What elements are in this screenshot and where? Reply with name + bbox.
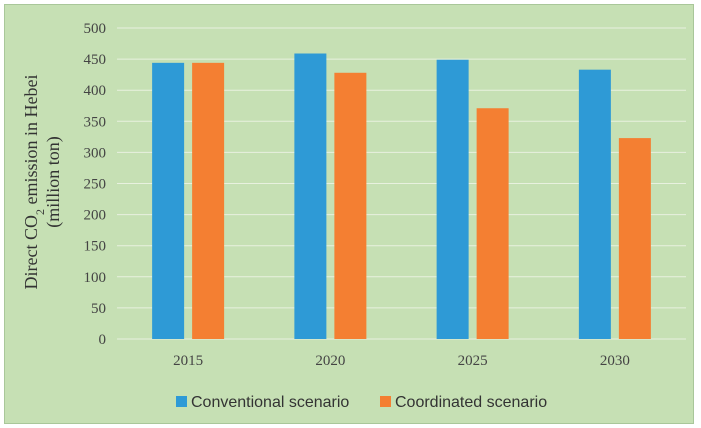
y-axis-label-subscript: 2	[33, 209, 47, 215]
bar-coordinated-2015	[192, 62, 225, 339]
y-tick-label: 250	[84, 177, 107, 193]
y-tick-label: 200	[84, 208, 107, 224]
bars	[152, 53, 651, 340]
legend-swatch-conventional	[176, 396, 187, 407]
x-tick-label: 2015	[173, 353, 203, 369]
bar-conventional-2020	[294, 53, 327, 339]
x-tick-label: 2020	[315, 353, 345, 369]
legend-label-coordinated: Coordinated scenario	[395, 394, 547, 411]
y-tick-label: 300	[84, 145, 107, 161]
y-tick-label: 400	[84, 83, 107, 99]
legend-swatch-coordinated	[380, 396, 391, 407]
y-axis-label: Direct CO2 emission in Hebei	[21, 75, 47, 290]
x-axis-ticks: 2015 2020 2025 2030	[173, 353, 630, 369]
bar-conventional-2015	[152, 62, 185, 339]
bar-coordinated-2025	[476, 108, 509, 339]
y-tick-label: 450	[84, 52, 107, 68]
x-tick-label: 2025	[458, 353, 488, 369]
bar-conventional-2025	[436, 59, 469, 340]
y-tick-label: 500	[84, 21, 107, 37]
bar-conventional-2030	[578, 69, 611, 339]
x-tick-label: 2030	[600, 353, 630, 369]
legend-label-conventional: Conventional scenario	[191, 394, 349, 411]
y-axis-ticks: 0 50 100 150 200 250 300 350 400 450 500	[84, 21, 107, 348]
bar-coordinated-2030	[618, 138, 651, 339]
legend: Conventional scenario Coordinated scenari…	[176, 394, 547, 411]
y-tick-label: 50	[91, 301, 106, 317]
y-tick-label: 350	[84, 114, 107, 130]
bar-coordinated-2020	[334, 72, 367, 339]
y-tick-label: 150	[84, 239, 107, 255]
y-tick-label: 0	[99, 332, 107, 348]
y-axis-label-unit: (million ton)	[43, 136, 64, 228]
y-tick-label: 100	[84, 270, 107, 286]
